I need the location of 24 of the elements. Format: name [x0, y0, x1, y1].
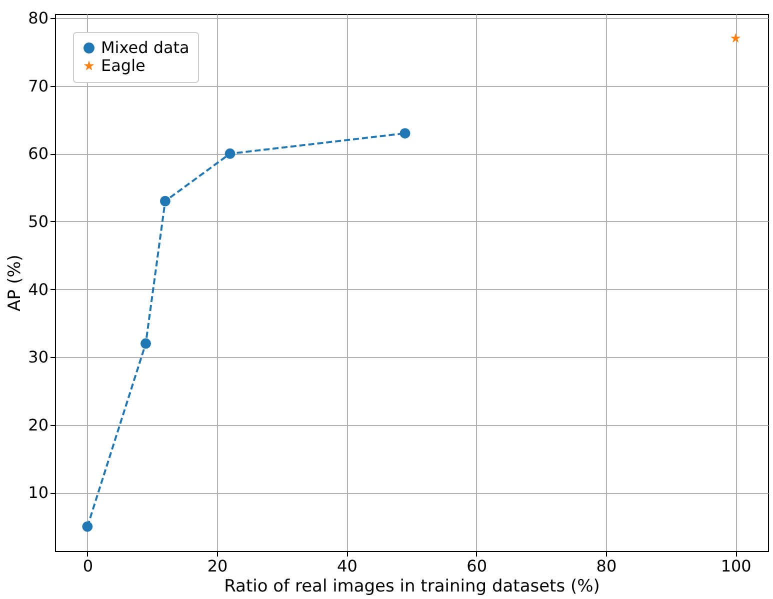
y-tick-label: 10 [28, 483, 48, 502]
y-axis-title: AP (%) [5, 254, 26, 312]
x-tick-label: 80 [596, 556, 617, 576]
y-tick-label: 70 [28, 76, 48, 96]
x-tick-label: 60 [466, 556, 487, 576]
x-tick-label: 40 [337, 556, 358, 576]
point [160, 196, 170, 206]
y-tick-label: 80 [28, 8, 48, 28]
point [730, 33, 741, 43]
point [82, 521, 93, 532]
x-axis-title: Ratio of real images in training datasets (%) [224, 576, 600, 596]
point [224, 148, 236, 159]
y-tick-label: 40 [28, 280, 48, 299]
y-tick-label: 30 [28, 348, 48, 367]
y-tick-label: 60 [28, 144, 48, 164]
x-tick-label: 0 [82, 556, 94, 576]
legend-label: Mixed data [101, 38, 190, 57]
y-tick-label: 50 [28, 212, 48, 231]
point [400, 128, 410, 139]
x-tick-label: 100 [720, 556, 752, 576]
y-tick-label: 20 [28, 415, 48, 434]
x-tick-label: 20 [207, 556, 228, 576]
point [140, 338, 151, 349]
legend-label: Eagle [101, 56, 146, 75]
